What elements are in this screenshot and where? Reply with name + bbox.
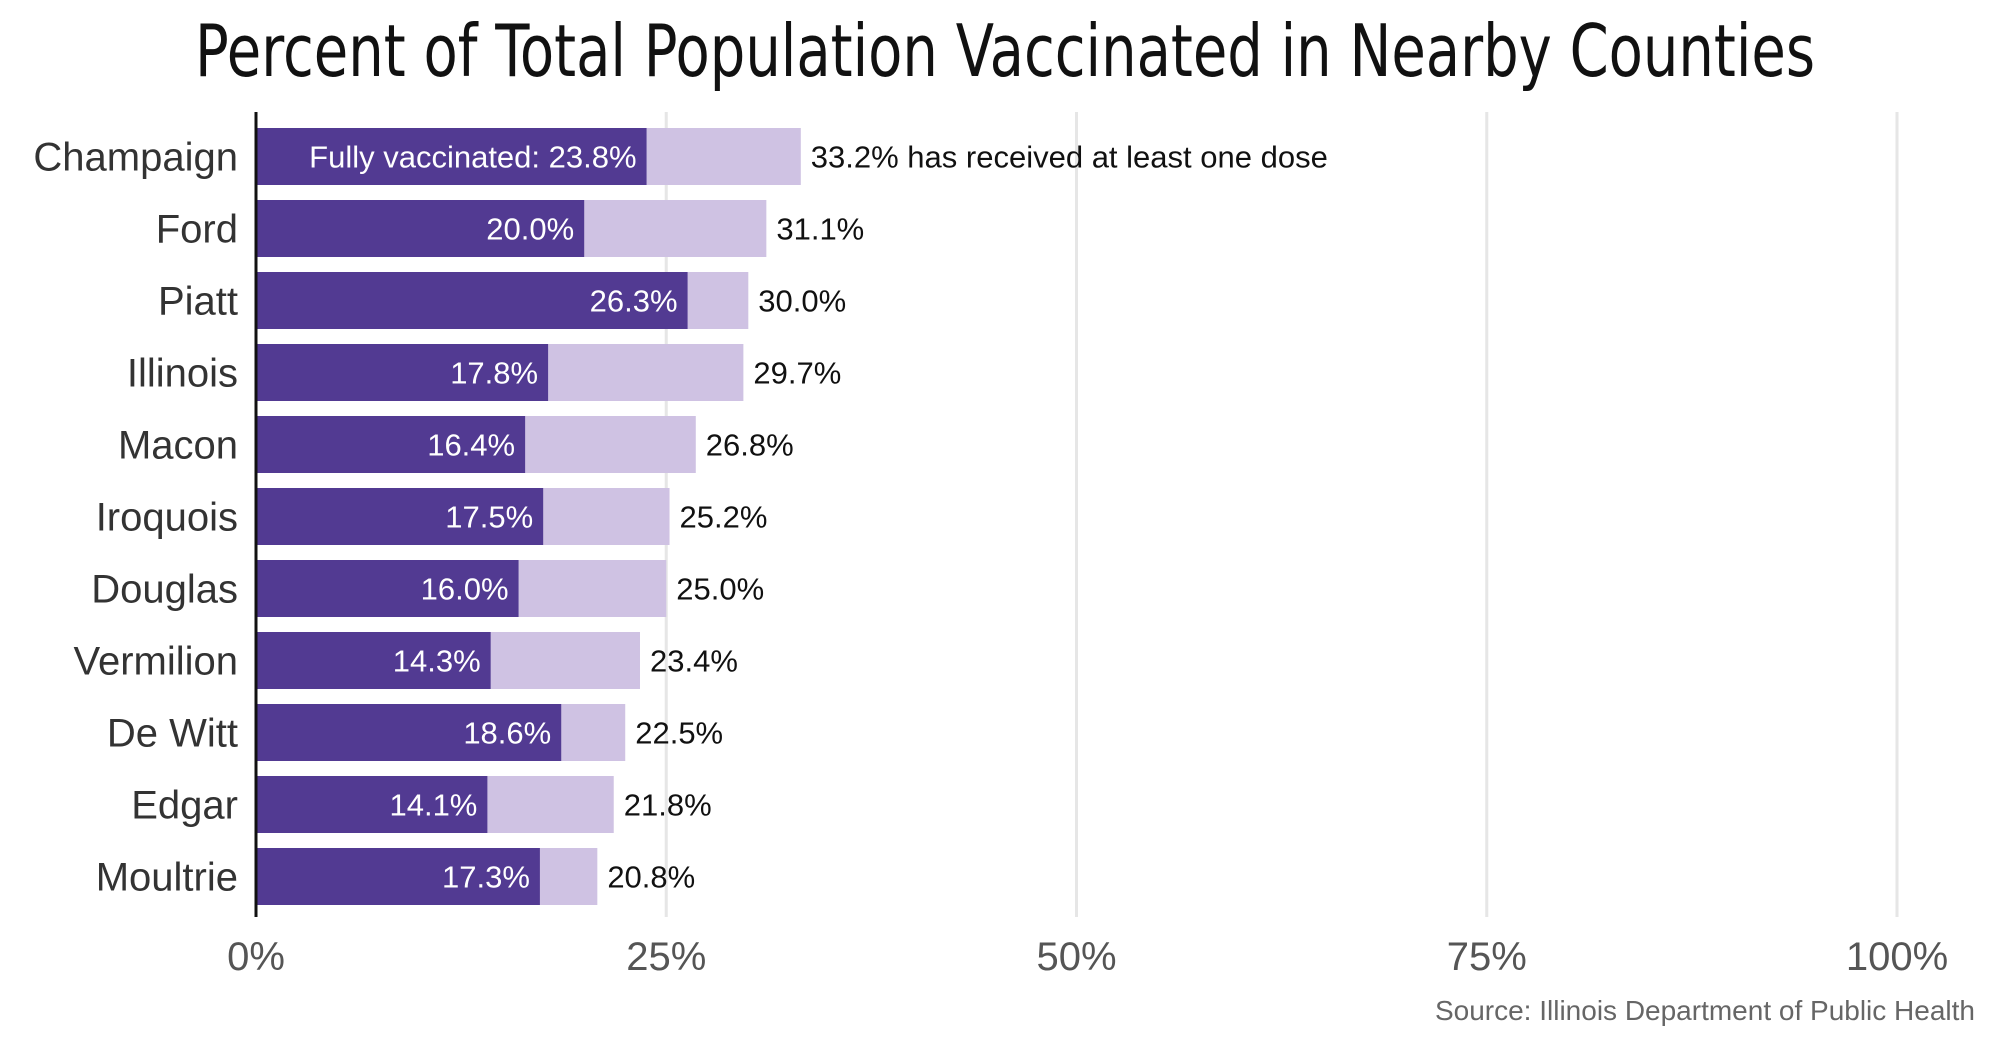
category-label-3: Illinois — [127, 352, 238, 396]
bar-fully-8 — [256, 704, 562, 761]
fully-value-label-0: Fully vaccinated: 23.8% — [309, 140, 636, 175]
x-tick-label-25: 25% — [626, 935, 706, 979]
one-dose-value-label-0: 33.2% has received at least one dose — [811, 140, 1328, 175]
category-label-5: Iroquois — [96, 496, 238, 540]
x-axis-tick-labels: 0% 25% 50% 75% 100% — [227, 935, 1948, 979]
one-dose-value-label-4: 26.8% — [706, 428, 794, 463]
fully-value-label-3: 17.8% — [450, 356, 538, 391]
category-label-4: Macon — [118, 424, 238, 468]
fully-value-label-9: 14.1% — [389, 788, 477, 823]
bar-fully-4 — [256, 416, 526, 473]
one-dose-value-label-9: 21.8% — [624, 788, 712, 823]
one-dose-value-label-2: 30.0% — [758, 284, 846, 319]
one-dose-value-label-5: 25.2% — [680, 500, 768, 535]
one-dose-value-label-8: 22.5% — [635, 716, 723, 751]
bar-fully-5 — [256, 488, 544, 545]
bar-fully-3 — [256, 344, 549, 401]
x-tick-label-0: 0% — [227, 935, 285, 979]
category-label-0: Champaign — [33, 136, 238, 180]
bar-fully-2 — [256, 272, 688, 329]
fully-value-label-6: 16.0% — [421, 572, 509, 607]
fully-value-label-5: 17.5% — [445, 500, 533, 535]
one-dose-value-label-6: 25.0% — [676, 572, 764, 607]
bar-fully-9 — [256, 776, 488, 833]
bar-fully-6 — [256, 560, 519, 617]
one-dose-value-label-10: 20.8% — [607, 860, 695, 895]
category-labels: Champaign Ford Piatt Illinois Macon Iroquois D… — [33, 136, 238, 900]
category-label-8: De Witt — [107, 712, 238, 756]
fully-value-label-4: 16.4% — [427, 428, 515, 463]
fully-value-label-10: 17.3% — [442, 860, 530, 895]
category-label-7: Vermilion — [73, 640, 238, 684]
one-dose-value-label-3: 29.7% — [753, 356, 841, 391]
bar-fully-10 — [256, 848, 540, 905]
bar-fully-7 — [256, 632, 491, 689]
bar-fully-0 — [256, 128, 647, 185]
x-tick-label-50: 50% — [1036, 935, 1116, 979]
category-label-10: Moultrie — [96, 856, 238, 900]
chart-title: Percent of Total Population Vaccinated i… — [195, 9, 1815, 93]
category-label-2: Piatt — [158, 280, 238, 324]
bar-fully-1 — [256, 200, 585, 257]
fully-value-label-8: 18.6% — [463, 716, 551, 751]
one-dose-value-label-7: 23.4% — [650, 644, 738, 679]
category-label-9: Edgar — [131, 784, 238, 828]
fully-value-label-1: 20.0% — [486, 212, 574, 247]
one-dose-value-label-1: 31.1% — [776, 212, 864, 247]
x-tick-label-75: 75% — [1447, 935, 1527, 979]
category-label-1: Ford — [156, 208, 238, 252]
x-tick-label-100: 100% — [1846, 935, 1948, 979]
category-label-6: Douglas — [91, 568, 238, 612]
source-note: Source: Illinois Department of Public He… — [1435, 995, 1975, 1026]
bar-value-labels: Fully vaccinated: 23.8% 33.2% has receive… — [309, 140, 1328, 895]
fully-value-label-7: 14.3% — [393, 644, 481, 679]
fully-value-label-2: 26.3% — [590, 284, 678, 319]
bars — [256, 128, 801, 905]
